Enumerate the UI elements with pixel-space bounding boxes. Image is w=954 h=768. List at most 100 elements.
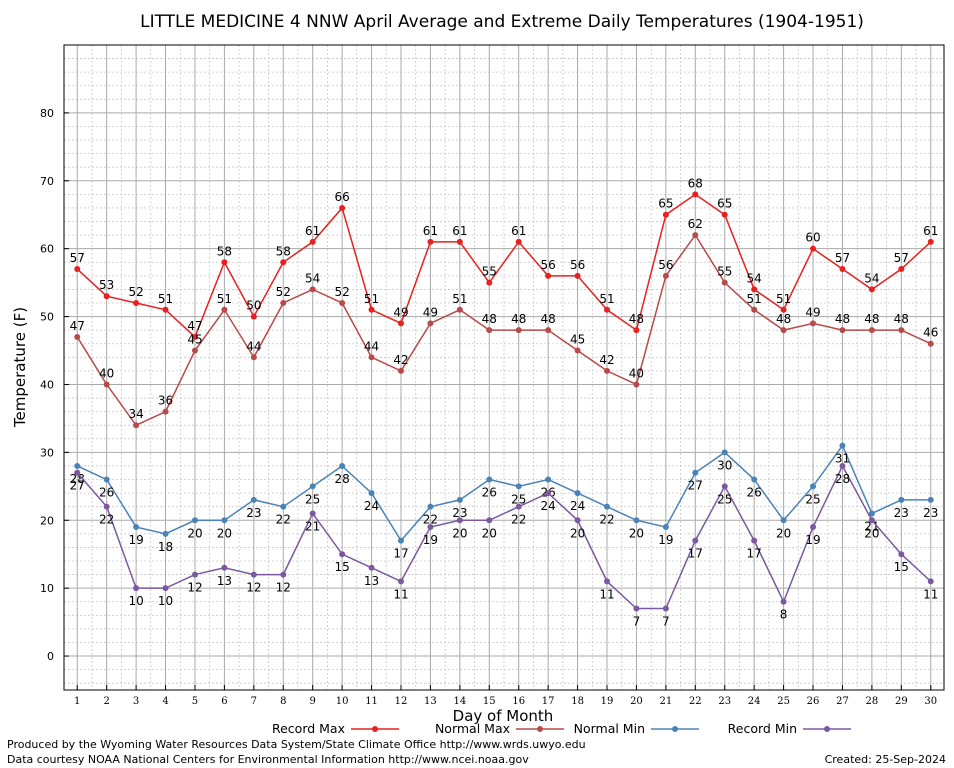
record-max-data-label: 49 — [393, 305, 408, 319]
normal-max-data-label: 48 — [541, 312, 556, 326]
normal-max-data-label: 48 — [894, 312, 909, 326]
record-min-data-label: 17 — [688, 547, 703, 561]
normal-min-data-label: 22 — [599, 513, 614, 527]
record-min-data-label: 22 — [99, 513, 114, 527]
normal-max-data-label: 42 — [599, 353, 614, 367]
normal-min-data-label: 17 — [393, 547, 408, 561]
normal-min-point — [868, 510, 875, 517]
record-max-data-label: 52 — [128, 285, 143, 299]
record-min-point — [515, 503, 522, 510]
normal-min-data-label: 21 — [864, 519, 879, 533]
record-min-data-label: 20 — [570, 526, 585, 540]
legend-label-normal-min: Normal Min — [574, 721, 645, 736]
record-max-data-label: 56 — [541, 258, 556, 272]
normal-min-data-label: 23 — [246, 506, 261, 520]
legend-marker-record-max — [372, 726, 378, 732]
x-tick-label: 24 — [748, 696, 761, 707]
normal-min-point — [662, 524, 669, 531]
record-max-data-label: 61 — [423, 224, 438, 238]
normal-min-data-label: 22 — [423, 513, 438, 527]
normal-min-point — [545, 476, 552, 483]
record-max-point — [339, 204, 346, 211]
normal-max-data-label: 36 — [158, 394, 173, 408]
normal-min-data-label: 26 — [747, 486, 762, 500]
normal-min-data-label: 28 — [70, 472, 85, 486]
legend-marker-record-min — [824, 726, 830, 732]
record-min-point — [74, 469, 81, 476]
y-axis-label: Temperature (F) — [11, 307, 29, 428]
normal-max-data-label: 48 — [511, 312, 526, 326]
normal-max-point — [486, 327, 493, 334]
record-max-data-label: 48 — [629, 312, 644, 326]
x-tick-label: 5 — [192, 696, 198, 707]
normal-min-data-label: 25 — [805, 492, 820, 506]
record-min-point — [280, 571, 287, 578]
normal-min-point — [927, 496, 934, 503]
legend-marker-normal-max — [537, 726, 543, 732]
normal-max-point — [604, 367, 611, 374]
normal-max-data-label: 48 — [482, 312, 497, 326]
record-max-data-label: 68 — [688, 176, 703, 190]
normal-max-point — [339, 300, 346, 306]
record-min-data-label: 7 — [662, 615, 670, 629]
record-min-point — [397, 578, 404, 585]
record-max-point — [456, 238, 463, 245]
record-max-data-label: 61 — [923, 224, 938, 238]
x-tick-label: 30 — [924, 696, 937, 707]
normal-max-data-label: 52 — [276, 285, 291, 299]
normal-min-data-label: 20 — [776, 526, 791, 540]
y-tick-label: 80 — [40, 107, 54, 120]
series-layer: 57 53 52 51 47 58 50 58 61 66 51 49 61 61 55 61 56 56 51 48… — [70, 176, 939, 628]
record-max-point — [780, 306, 787, 313]
normal-max-data-label: 48 — [835, 312, 850, 326]
record-max-point — [368, 306, 375, 313]
x-tick-label: 13 — [424, 696, 437, 707]
normal-max-point — [545, 327, 552, 334]
record-min-data-label: 24 — [541, 499, 556, 513]
normal-max-data-label: 48 — [776, 312, 791, 326]
normal-max-point — [397, 367, 404, 374]
x-tick-label: 12 — [395, 696, 408, 707]
normal-max-data-label: 45 — [187, 333, 202, 347]
record-max-data-label: 61 — [305, 224, 320, 238]
normal-max-data-label: 44 — [246, 339, 261, 353]
normal-max-point — [221, 306, 228, 313]
record-min-point — [221, 564, 228, 571]
normal-min-point — [368, 490, 375, 497]
footer-created: Created: 25-Sep-2024 — [824, 753, 946, 766]
legend-label-normal-max: Normal Max — [435, 721, 510, 736]
record-min-point — [810, 524, 817, 531]
normal-min-point — [751, 476, 758, 483]
record-max-point — [397, 320, 404, 327]
record-min-line — [76, 464, 932, 610]
normal-max-point — [692, 232, 699, 239]
normal-min-point — [898, 496, 905, 503]
record-min-data-label: 12 — [276, 581, 291, 595]
normal-max-point — [721, 279, 728, 286]
record-max-line — [76, 193, 932, 339]
normal-max-point — [74, 333, 81, 340]
record-max-data-label: 55 — [482, 265, 497, 279]
normal-min-point — [280, 503, 287, 510]
record-max-point — [427, 238, 434, 245]
chart-title: LITTLE MEDICINE 4 NNW April Average and … — [140, 12, 864, 32]
x-tick-label: 1 — [74, 696, 80, 707]
grid — [64, 45, 944, 690]
plot-frame — [63, 44, 945, 691]
record-min-point — [721, 483, 728, 490]
record-min-data-label: 13 — [364, 574, 379, 588]
record-max-data-label: 47 — [187, 319, 202, 333]
normal-max-point — [898, 327, 905, 334]
x-tick-label: 23 — [718, 696, 731, 707]
normal-min-point — [456, 496, 463, 503]
record-min-data-label: 11 — [393, 587, 408, 601]
normal-max-point — [515, 327, 522, 334]
normal-max-point — [250, 354, 257, 361]
record-max-data-label: 56 — [570, 258, 585, 272]
normal-min-point — [780, 517, 787, 524]
normal-max-data-label: 52 — [334, 285, 349, 299]
x-tick-label: 25 — [777, 696, 790, 707]
normal-max-data-label: 55 — [717, 265, 732, 279]
record-min-data-label: 12 — [187, 581, 202, 595]
